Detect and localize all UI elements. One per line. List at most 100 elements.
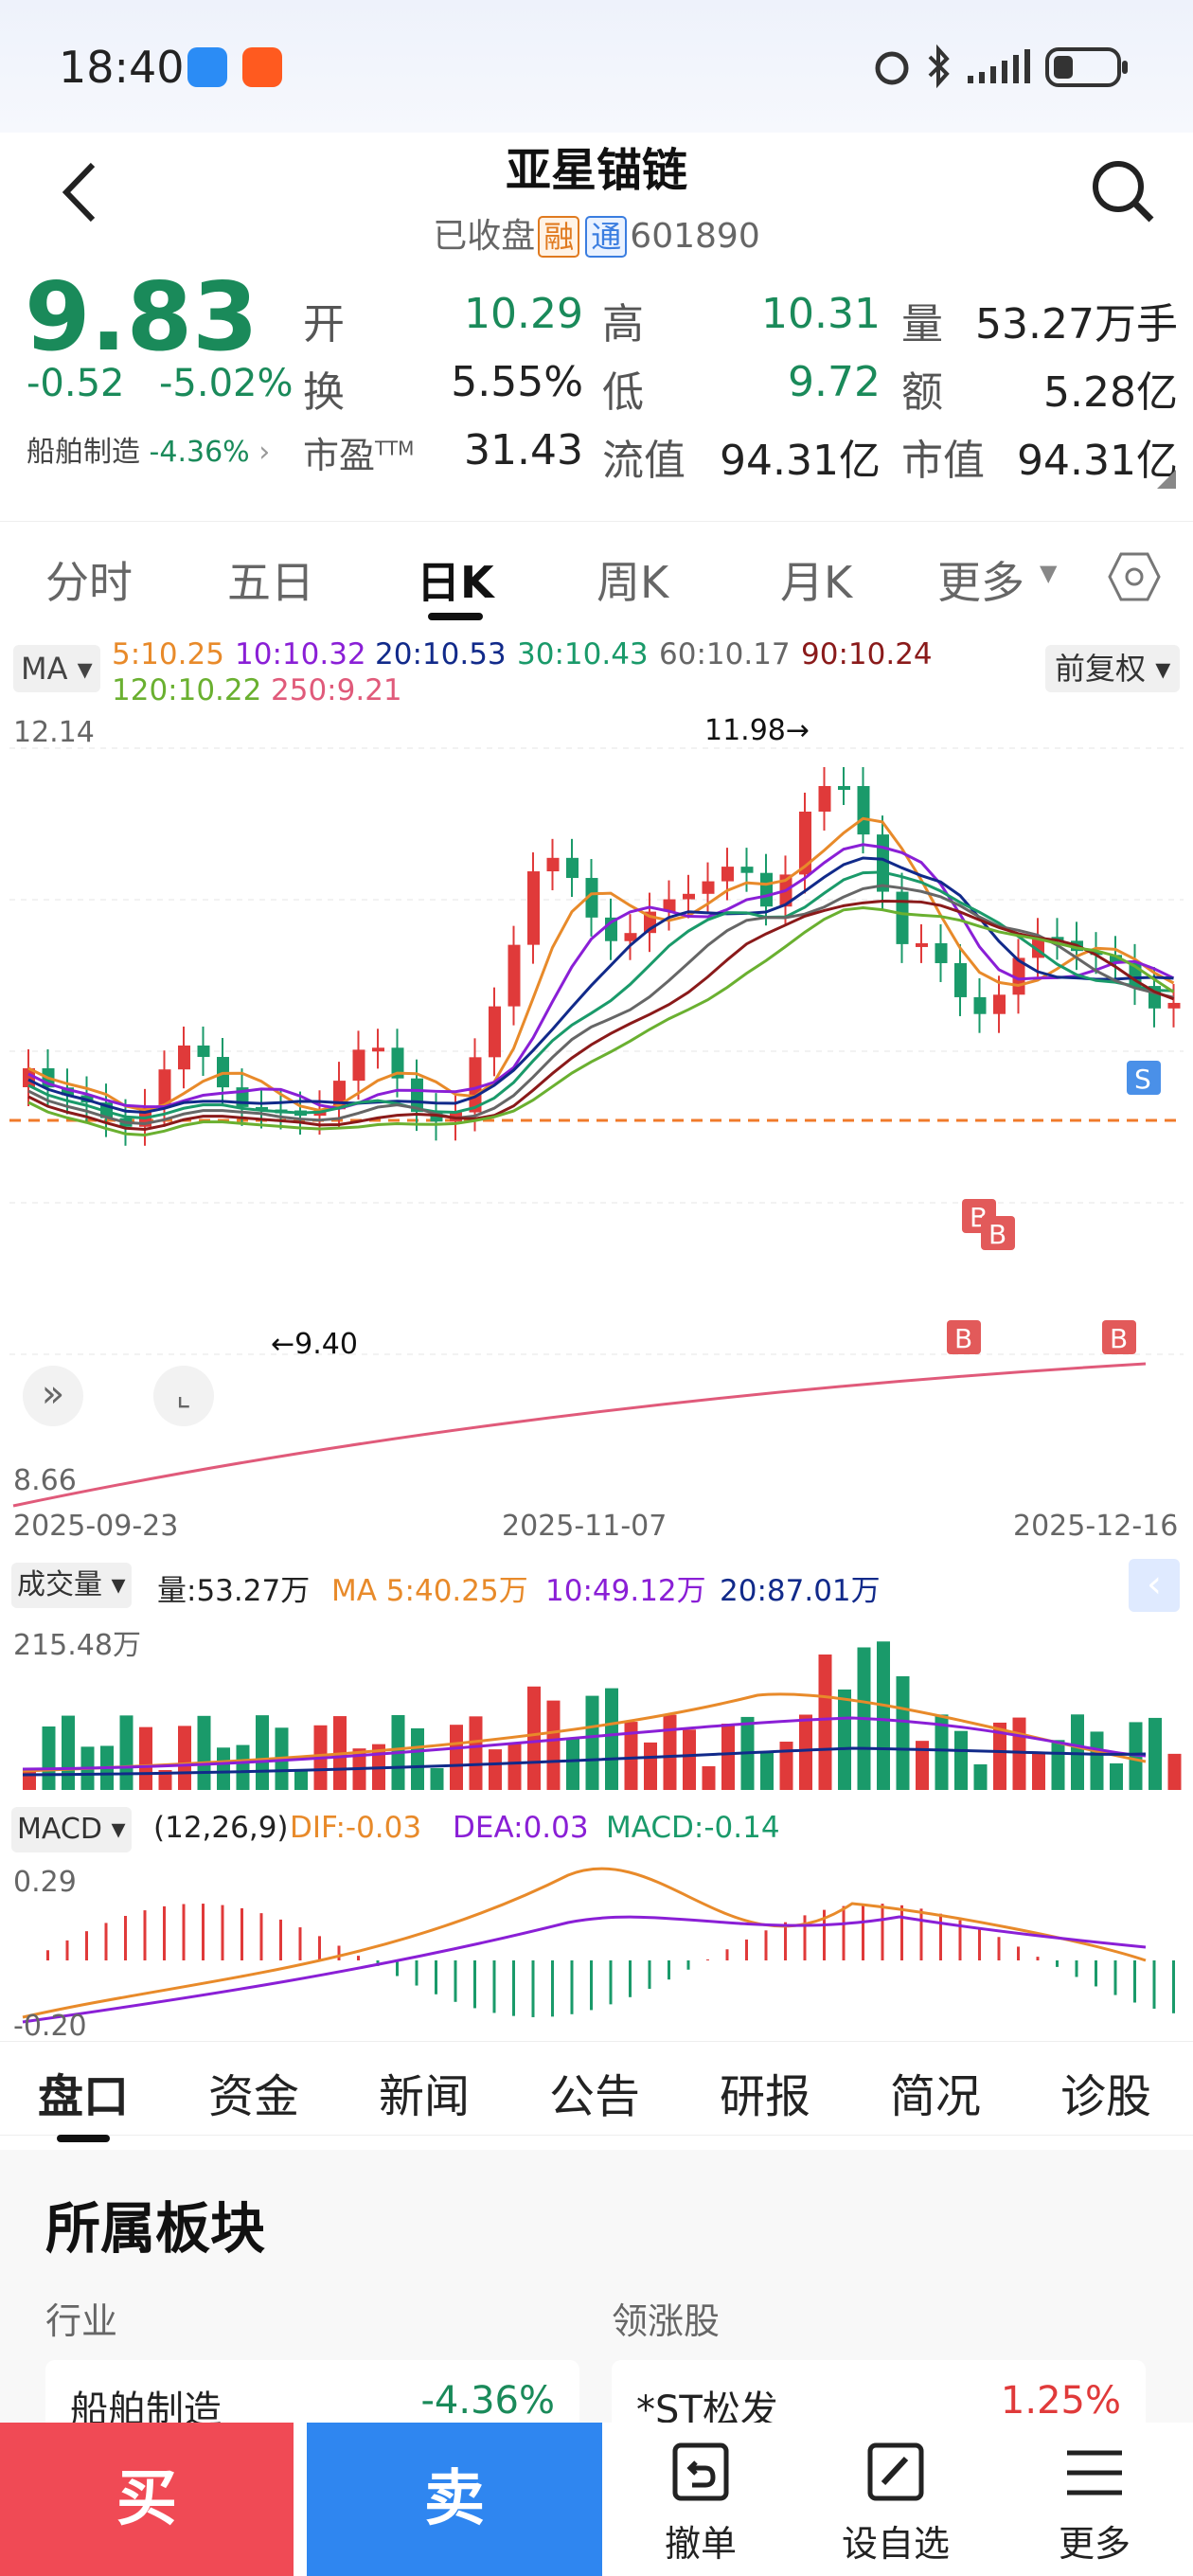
candle-body bbox=[896, 891, 909, 944]
candle-body bbox=[1090, 951, 1103, 956]
turnover-label: 换 bbox=[303, 368, 345, 417]
back-icon[interactable] bbox=[57, 159, 102, 225]
volume-bar bbox=[624, 1722, 638, 1790]
high-value: 10.31 bbox=[761, 290, 881, 338]
candle-body bbox=[1167, 1002, 1181, 1009]
industry-pct: -4.36% bbox=[420, 2379, 555, 2423]
tab-more[interactable]: 更多 bbox=[937, 557, 1024, 608]
tab-intraday[interactable]: 分时 bbox=[45, 557, 133, 608]
tab-announcements[interactable]: 公告 bbox=[549, 2070, 641, 2123]
volume-bar bbox=[178, 1726, 191, 1790]
macd-dea-line bbox=[22, 1915, 1147, 2024]
candle-body bbox=[527, 871, 540, 945]
candle-body bbox=[857, 786, 870, 835]
volume-bar bbox=[663, 1714, 677, 1790]
volume-bar bbox=[1012, 1717, 1026, 1790]
tab-funds[interactable]: 资金 bbox=[208, 2070, 300, 2123]
tab-profile[interactable]: 简况 bbox=[890, 2070, 982, 2123]
tab-daily-k[interactable]: 日K bbox=[417, 557, 494, 608]
candle-body bbox=[372, 1047, 384, 1052]
float-value: 94.31亿 bbox=[720, 437, 881, 485]
mcap-label: 市值 bbox=[901, 437, 985, 485]
adjust-selector[interactable]: 前复权 ▾ bbox=[1045, 645, 1181, 692]
volume-bar bbox=[1051, 1740, 1065, 1790]
candle-body bbox=[702, 881, 715, 894]
volume-bar bbox=[256, 1715, 269, 1790]
candle-body bbox=[799, 811, 811, 875]
volume-value: 53.27万手 bbox=[975, 300, 1178, 349]
expand-double-chevron-icon[interactable]: » bbox=[23, 1366, 83, 1426]
detail-tabs: 盘口 资金 新闻 公告 研报 简况 诊股 bbox=[0, 2041, 1193, 2142]
high-marker: 11.98→ bbox=[704, 714, 810, 747]
ma250-value: 250:9.21 bbox=[271, 673, 402, 707]
candle-body bbox=[721, 867, 734, 882]
connect-tag: 通 bbox=[585, 216, 628, 258]
volume-bar bbox=[62, 1715, 75, 1790]
settings-hexagon-icon[interactable] bbox=[1108, 550, 1161, 603]
volume-bar bbox=[644, 1742, 657, 1790]
sell-button[interactable]: 卖 bbox=[307, 2423, 602, 2576]
sector-link[interactable]: 船舶制造 -4.36% › bbox=[27, 428, 270, 470]
volume-ma-line bbox=[22, 1746, 1147, 1777]
search-icon[interactable] bbox=[1089, 157, 1157, 225]
add-watchlist-button[interactable]: 设自选 bbox=[820, 2423, 971, 2576]
volume-bar bbox=[721, 1724, 735, 1790]
candle-body bbox=[391, 1047, 404, 1079]
volume-selector-label: 成交量 bbox=[17, 1568, 102, 1601]
ma-selector[interactable]: MA ▾ bbox=[13, 645, 100, 692]
volume-bar bbox=[916, 1741, 929, 1790]
tab-order-book[interactable]: 盘口 bbox=[38, 2070, 130, 2123]
macd-selector[interactable]: MACD ▾ bbox=[11, 1807, 132, 1852]
volume-selector[interactable]: 成交量 ▾ bbox=[11, 1563, 132, 1608]
volume-bar bbox=[469, 1716, 483, 1790]
battery-icon bbox=[1045, 47, 1128, 87]
volume-bar bbox=[760, 1751, 774, 1790]
candle-body bbox=[973, 996, 987, 1014]
tab-five-day[interactable]: 五日 bbox=[227, 557, 314, 608]
amount-value: 5.28亿 bbox=[1043, 368, 1178, 417]
buy-button[interactable]: 买 bbox=[0, 2423, 294, 2576]
more-menu-button[interactable]: 更多 bbox=[1019, 2423, 1170, 2576]
candle-body bbox=[256, 1106, 268, 1111]
volume-bar bbox=[119, 1715, 134, 1790]
ma-line bbox=[27, 870, 1174, 1119]
cancel-order-label: 撤单 bbox=[664, 2523, 737, 2565]
expand-corner-icon[interactable] bbox=[1157, 470, 1176, 489]
ma-legend: MA ▾ 5:10.25 10:10.32 20:10.53 30:10.43 … bbox=[0, 630, 1193, 715]
volume-bar bbox=[158, 1769, 172, 1790]
collapse-left-icon[interactable]: ‹ bbox=[1129, 1559, 1180, 1612]
volume-bar bbox=[1148, 1717, 1162, 1790]
tab-news[interactable]: 新闻 bbox=[379, 2070, 471, 2123]
volume-bar bbox=[585, 1695, 599, 1790]
volume-bar bbox=[1110, 1762, 1123, 1790]
candle-body bbox=[430, 1112, 443, 1122]
trade-action-bar: 买 卖 撤单 设自选 更多 bbox=[0, 2423, 1193, 2576]
ma90-value: 90:10.24 bbox=[801, 637, 933, 671]
tab-diagnosis[interactable]: 诊股 bbox=[1060, 2070, 1152, 2123]
add-watchlist-label: 设自选 bbox=[841, 2523, 950, 2565]
low-marker: ←9.40 bbox=[271, 1328, 358, 1361]
candle-body bbox=[624, 933, 637, 941]
undo-doc-icon bbox=[672, 2442, 729, 2501]
tab-weekly-k[interactable]: 周K bbox=[596, 557, 669, 608]
sector-name: 船舶制造 bbox=[27, 436, 140, 469]
float-label: 流值 bbox=[602, 437, 686, 485]
adjust-label: 前复权 bbox=[1055, 651, 1147, 687]
ma30-value: 30:10.43 bbox=[517, 637, 649, 671]
candle-body bbox=[178, 1045, 190, 1070]
volume-bar bbox=[139, 1726, 152, 1790]
tab-research[interactable]: 研报 bbox=[720, 2070, 811, 2123]
volume-bar bbox=[935, 1714, 949, 1790]
tab-monthly-k[interactable]: 月K bbox=[780, 557, 853, 608]
candle-body bbox=[585, 878, 598, 918]
chevron-right-icon: › bbox=[258, 436, 271, 469]
turnover-value: 5.55% bbox=[451, 358, 583, 406]
candle-body bbox=[546, 857, 560, 872]
candle-body bbox=[197, 1045, 210, 1058]
macd-dea: DEA:0.03 bbox=[453, 1811, 589, 1845]
high-label: 高 bbox=[602, 300, 644, 349]
fullscreen-icon[interactable]: ⌞ bbox=[153, 1366, 214, 1426]
cancel-order-button[interactable]: 撤单 bbox=[625, 2423, 776, 2576]
volume-bar bbox=[896, 1675, 910, 1790]
